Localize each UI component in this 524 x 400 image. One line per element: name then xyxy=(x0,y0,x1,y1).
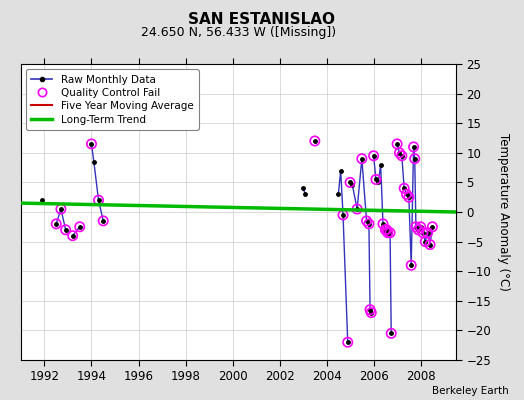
Point xyxy=(372,176,380,183)
Point xyxy=(412,224,420,230)
Point xyxy=(410,156,419,162)
Point xyxy=(395,150,403,156)
Text: SAN ESTANISLAO: SAN ESTANISLAO xyxy=(189,12,335,27)
Point xyxy=(383,226,391,233)
Point xyxy=(88,141,96,147)
Point xyxy=(366,306,374,313)
Point xyxy=(358,156,366,162)
Point xyxy=(419,230,427,236)
Title: 24.650 N, 56.433 W ([Missing]): 24.650 N, 56.433 W ([Missing]) xyxy=(141,26,336,39)
Point xyxy=(344,339,352,346)
Point xyxy=(398,152,406,159)
Y-axis label: Temperature Anomaly (°C): Temperature Anomaly (°C) xyxy=(497,133,510,291)
Point xyxy=(75,224,84,230)
Text: Berkeley Earth: Berkeley Earth xyxy=(432,386,508,396)
Point xyxy=(367,310,375,316)
Point xyxy=(426,241,434,248)
Point xyxy=(99,218,107,224)
Point xyxy=(409,144,418,150)
Point xyxy=(363,218,371,224)
Point xyxy=(379,221,387,227)
Point xyxy=(393,141,401,147)
Point xyxy=(311,138,319,144)
Point xyxy=(387,330,396,336)
Point xyxy=(417,224,425,230)
Point xyxy=(365,221,373,227)
Point xyxy=(421,238,430,245)
Point xyxy=(381,226,389,233)
Point xyxy=(69,232,77,239)
Point xyxy=(414,226,422,233)
Point xyxy=(400,185,408,192)
Point xyxy=(52,221,60,227)
Point xyxy=(57,206,65,212)
Point xyxy=(94,197,103,203)
Point xyxy=(405,194,413,200)
Point xyxy=(386,230,394,236)
Point xyxy=(346,179,354,186)
Point xyxy=(402,191,411,198)
Point xyxy=(369,152,378,159)
Point xyxy=(339,212,347,218)
Point xyxy=(384,230,392,236)
Legend: Raw Monthly Data, Quality Control Fail, Five Year Moving Average, Long-Term Tren: Raw Monthly Data, Quality Control Fail, … xyxy=(26,69,199,130)
Point xyxy=(407,262,416,268)
Point xyxy=(61,226,70,233)
Point xyxy=(423,230,432,236)
Point xyxy=(428,224,436,230)
Point xyxy=(353,206,362,212)
